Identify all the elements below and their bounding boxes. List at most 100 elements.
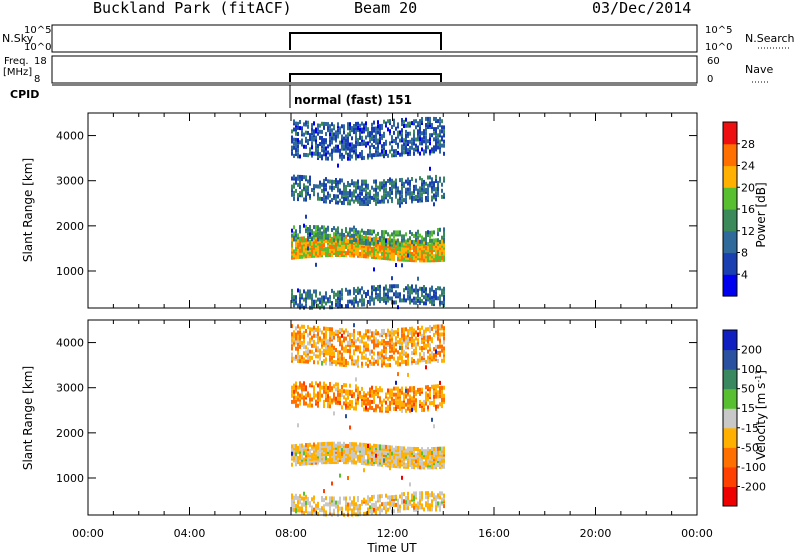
range-cell <box>305 293 307 298</box>
range-cell <box>319 442 321 447</box>
range-cell <box>397 232 399 237</box>
range-cell <box>377 506 379 511</box>
range-cell <box>331 198 333 202</box>
range-cell <box>303 335 305 339</box>
range-cell <box>299 330 301 335</box>
range-cell <box>397 360 399 365</box>
nsky-left-bottom: 10^0 <box>24 42 51 53</box>
range-cell <box>415 398 417 403</box>
range-cell <box>387 507 389 512</box>
range-cell <box>403 499 405 504</box>
range-cell <box>373 408 375 413</box>
range-cell <box>325 393 327 398</box>
range-cell <box>353 349 355 354</box>
range-cell <box>321 385 323 390</box>
range-cell <box>355 295 357 299</box>
range-cell <box>379 124 381 129</box>
range-cell <box>365 393 367 398</box>
range-cell <box>387 238 389 243</box>
range-cell <box>345 184 347 189</box>
range-cell <box>299 242 301 247</box>
range-cell <box>381 333 383 338</box>
range-cell <box>339 441 341 446</box>
range-cell <box>325 132 327 137</box>
range-cell <box>341 288 343 293</box>
range-cell <box>425 198 427 203</box>
range-cell <box>439 149 441 154</box>
range-cell <box>303 132 305 137</box>
range-cell <box>383 286 385 291</box>
range-cell <box>373 507 375 512</box>
range-cell <box>425 295 427 300</box>
range-cell <box>293 153 295 158</box>
colorbar-tick-label: -50 <box>741 441 759 454</box>
range-cell <box>429 133 431 138</box>
range-cell <box>295 148 297 152</box>
colorbar-swatch <box>723 408 737 429</box>
range-cell <box>355 121 357 126</box>
range-cell <box>363 401 365 406</box>
range-cell <box>327 243 329 247</box>
range-cell <box>301 248 303 253</box>
range-cell <box>379 284 381 289</box>
range-cell <box>343 395 345 400</box>
range-cell <box>405 179 407 184</box>
range-cell <box>437 350 439 355</box>
range-cell <box>385 300 387 305</box>
range-cell <box>327 122 329 127</box>
range-cell <box>373 247 375 251</box>
range-cell <box>409 131 411 136</box>
range-cell <box>359 512 361 517</box>
range-cell <box>329 199 331 204</box>
range-cell <box>395 290 397 295</box>
range-cell <box>441 188 443 193</box>
range-cell <box>333 186 335 190</box>
range-cell <box>421 325 423 330</box>
range-cell <box>325 253 327 258</box>
range-cell <box>387 288 389 293</box>
range-cell <box>331 249 333 253</box>
range-cell <box>315 299 317 304</box>
range-cell <box>331 244 333 249</box>
range-cell <box>381 359 383 364</box>
range-cell <box>305 136 307 141</box>
range-cell <box>407 177 409 182</box>
range-cell <box>355 132 357 137</box>
range-cell <box>399 298 401 303</box>
range-cell <box>363 179 365 184</box>
range-cell <box>427 187 429 192</box>
range-cell <box>381 181 383 186</box>
range-cell <box>433 357 435 362</box>
range-cell <box>297 354 299 359</box>
range-cell <box>301 455 303 460</box>
range-cell <box>311 249 313 254</box>
range-cell <box>411 256 413 261</box>
range-cell <box>365 353 367 358</box>
range-cell <box>311 497 313 502</box>
range-cell <box>359 442 361 447</box>
range-cell <box>325 502 327 507</box>
range-cell <box>337 180 339 185</box>
range-cell <box>395 284 397 289</box>
velocity-colorbar: Velocity [m s-1] 2001005015-15-50-100-20… <box>722 329 768 507</box>
range-cell <box>291 399 293 404</box>
range-cell <box>429 393 431 398</box>
range-cell <box>343 336 345 341</box>
range-cell <box>383 187 385 192</box>
range-cell <box>393 139 395 143</box>
range-cell <box>375 295 377 300</box>
range-cell <box>337 234 339 239</box>
range-cell <box>301 130 303 135</box>
range-cell <box>333 384 335 389</box>
range-cell <box>321 121 323 126</box>
range-cell <box>345 403 347 408</box>
range-cell <box>419 299 421 303</box>
range-cell <box>391 153 393 158</box>
range-cell <box>441 247 443 252</box>
range-cell <box>347 454 349 459</box>
range-cell <box>441 235 443 240</box>
range-cell <box>437 125 439 130</box>
range-cell <box>345 389 347 394</box>
range-cell <box>345 504 347 509</box>
